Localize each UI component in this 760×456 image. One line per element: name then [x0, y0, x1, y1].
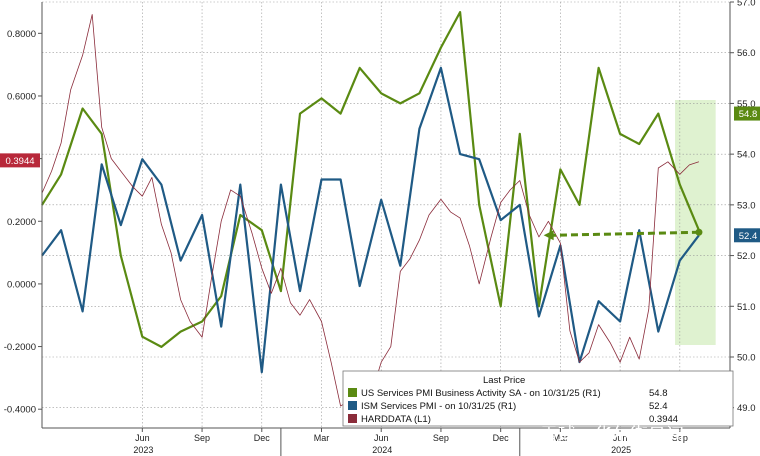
left-tick-label: 0.8000: [7, 29, 36, 40]
last-value-badge-right-0-bg: [734, 106, 760, 121]
series-line-1: [41, 66, 700, 374]
legend-box: [342, 370, 734, 427]
series-line-0: [41, 11, 700, 348]
right-tick-label: 49.0: [737, 403, 756, 414]
left-tick-label: 0.2000: [7, 217, 36, 228]
left-tick-label: -0.4000: [4, 405, 36, 416]
left-tick-label: 0.0000: [7, 279, 36, 290]
legend-entry-label: US Services PMI Business Activity SA - o…: [361, 388, 601, 399]
x-tick-label: Jun: [135, 433, 150, 443]
legend-swatch: [348, 388, 357, 397]
x-tick-label: Jun: [613, 433, 628, 443]
last-value-badge-right-1-text: 52.4: [739, 231, 758, 242]
right-tick-label: 55.0: [737, 99, 756, 110]
legend-entry-value: 54.8: [649, 388, 668, 399]
x-tick-label: Dec: [493, 433, 510, 443]
x-year-label: 2025: [611, 445, 631, 455]
x-tick-label: Mar: [553, 433, 569, 443]
x-year-label: 2024: [372, 445, 392, 455]
legend-entry-label: HARDDATA (L1): [361, 414, 431, 425]
legend-entry-label: ISM Services PMI - on 10/31/25 (R1): [361, 401, 516, 412]
last-value-badge-left-text: 0.3944: [5, 156, 34, 167]
last-value-badge-left-bg: [0, 153, 40, 168]
legend-entry-value: 0.3944: [649, 414, 678, 425]
left-tick-label: 0.6000: [7, 91, 36, 102]
x-tick-label: Jun: [374, 433, 389, 443]
x-tick-label: Sep: [433, 433, 449, 443]
last-value-badge-right-0-text: 54.8: [739, 109, 758, 120]
annotation-arrow-head: [543, 230, 554, 241]
x-tick-label: Sep: [194, 433, 210, 443]
legend-entry-value: 52.4: [649, 401, 668, 412]
x-tick-label: Dec: [254, 433, 271, 443]
annotation-arrow-shaft: [551, 230, 699, 237]
right-tick-label: 52.0: [737, 251, 756, 262]
last-value-badge-right-1-bg: [734, 228, 760, 243]
right-tick-label: 50.0: [737, 353, 756, 364]
legend-header: Last Price: [483, 375, 525, 386]
legend-swatch: [348, 401, 357, 410]
right-tick-label: 53.0: [737, 200, 756, 211]
x-year-label: 2023: [133, 445, 153, 455]
legend-swatch: [348, 414, 357, 423]
watermark: 雪球：华尔街见闻: [540, 425, 684, 446]
right-tick-label: 54.0: [737, 150, 756, 161]
left-tick-label: -0.2000: [4, 342, 36, 353]
x-tick-label: Mar: [314, 433, 330, 443]
right-tick-label: 57.0: [737, 0, 756, 9]
annotation-arrow-dot: [695, 228, 703, 236]
right-tick-label: 56.0: [737, 48, 756, 59]
right-tick-label: 51.0: [737, 302, 756, 313]
x-tick-label: Sep: [672, 433, 688, 443]
